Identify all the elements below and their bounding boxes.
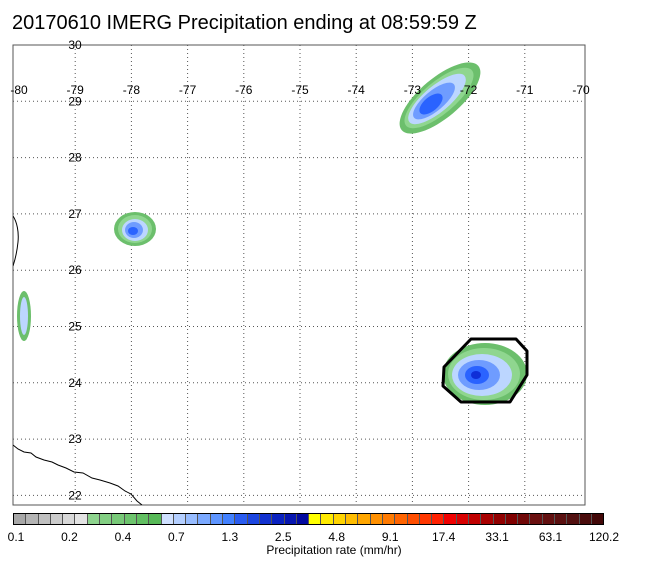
- colorbar-swatch: [223, 514, 236, 524]
- colorbar-swatch: [284, 514, 297, 524]
- colorbar-swatch: [481, 514, 494, 524]
- colorbar-swatch: [14, 514, 27, 524]
- coastline-layer: [13, 215, 143, 505]
- map-frame: [12, 44, 586, 506]
- lat-label: 29: [68, 94, 82, 108]
- colorbar-swatch: [309, 514, 322, 524]
- lon-label: -73: [404, 83, 422, 97]
- rain-cell-northeast: [399, 62, 481, 134]
- colorbar-label: Precipitation rate (mm/hr): [266, 543, 402, 557]
- colorbar-swatch: [259, 514, 273, 524]
- coastline-cuba: [13, 444, 143, 505]
- lat-label: 26: [68, 263, 82, 277]
- colorbar-swatch: [579, 514, 592, 524]
- colorbar-swatch: [26, 514, 39, 524]
- lon-label: -71: [516, 83, 534, 97]
- colorbar-tick-label: 0.4: [114, 530, 132, 544]
- colorbar-swatch: [87, 514, 101, 524]
- colorbar-tick-label: 1.3: [221, 530, 239, 544]
- rain-cell-west: [114, 212, 156, 246]
- colorbar-tick-label: 0.2: [61, 530, 78, 544]
- colorbar-tick-label: 63.1: [538, 530, 563, 544]
- colorbar-swatch: [370, 514, 383, 524]
- colorbar-tick-label: 0.7: [168, 530, 185, 544]
- colorbar-swatch: [432, 514, 445, 524]
- colorbar-swatch: [382, 514, 396, 524]
- storm-highlight-outline: [441, 337, 529, 404]
- colorbar-swatch: [198, 514, 211, 524]
- colorbar-tick-label: 33.1: [485, 530, 509, 544]
- colorbar-swatch: [124, 514, 137, 524]
- colorbar-swatch: [272, 514, 285, 524]
- lat-label: 23: [68, 432, 82, 446]
- rain-cell-coast: [17, 291, 31, 341]
- colorbar-tick-label: 4.8: [328, 530, 346, 544]
- lon-label: -76: [235, 83, 253, 97]
- colorbar-swatch: [530, 514, 543, 524]
- lat-label: 30: [68, 38, 82, 52]
- colorbar-swatch: [358, 514, 371, 524]
- lon-label: -72: [460, 83, 478, 97]
- coastline-florida-north: [13, 215, 19, 267]
- colorbar-swatch: [567, 514, 580, 524]
- colorbar-swatch: [321, 514, 334, 524]
- lat-label: 27: [68, 207, 82, 221]
- axis-labels: -80 -79 -78 -77 -76 -75 -74 -73 -72 -71 -70 30 29 28 2…: [10, 38, 590, 502]
- colorbar: [13, 513, 604, 525]
- colorbar-swatch: [542, 514, 556, 524]
- lon-label: -75: [291, 83, 309, 97]
- colorbar-tick-label: 2.5: [274, 530, 292, 544]
- colorbar-swatch: [235, 514, 248, 524]
- colorbar-tick-label: 0.1: [7, 530, 25, 544]
- colorbar-swatch: [505, 514, 519, 524]
- lat-label: 25: [68, 320, 82, 334]
- colorbar-swatch: [186, 514, 199, 524]
- rain-cell-southeast: [443, 343, 527, 405]
- colorbar-swatch: [173, 514, 187, 524]
- lon-label: -70: [572, 83, 590, 97]
- colorbar-swatch: [161, 514, 174, 524]
- colorbar-swatch: [100, 514, 113, 524]
- colorbar-swatch: [407, 514, 420, 524]
- rain-cells: [17, 62, 527, 405]
- lat-label: 24: [68, 376, 82, 390]
- colorbar-swatch: [493, 514, 506, 524]
- colorbar-swatch: [38, 514, 51, 524]
- colorbar-swatch: [333, 514, 347, 524]
- colorbar-swatch: [518, 514, 531, 524]
- colorbar-swatch: [63, 514, 76, 524]
- colorbar-swatch: [468, 514, 482, 524]
- colorbar-swatch: [419, 514, 433, 524]
- colorbar-swatch: [247, 514, 260, 524]
- map-title: 20170610 IMERG Precipitation ending at 0…: [12, 12, 477, 34]
- colorbar-swatch: [210, 514, 224, 524]
- colorbar-swatch: [149, 514, 162, 524]
- lat-label: 28: [68, 151, 82, 165]
- colorbar-swatch: [395, 514, 408, 524]
- lat-label: 22: [68, 488, 82, 502]
- colorbar-tick-label: 9.1: [381, 530, 399, 544]
- colorbar-swatch: [112, 514, 125, 524]
- colorbar-swatch: [444, 514, 457, 524]
- colorbar-swatch: [591, 514, 604, 524]
- colorbar-swatch: [346, 514, 359, 524]
- colorbar-swatch: [296, 514, 310, 524]
- lon-label: -80: [10, 83, 28, 97]
- lon-label: -74: [348, 83, 366, 97]
- colorbar-swatch: [136, 514, 150, 524]
- colorbar-swatch: [555, 514, 568, 524]
- colorbar-swatch: [50, 514, 64, 524]
- lon-label: -78: [123, 83, 141, 97]
- colorbar-tick-label: 17.4: [431, 530, 456, 544]
- colorbar-swatch: [75, 514, 88, 524]
- colorbar-tick-label: 120.2: [588, 530, 620, 544]
- colorbar-swatch: [456, 514, 469, 524]
- lon-label: -79: [67, 83, 85, 97]
- lon-label: -77: [179, 83, 197, 97]
